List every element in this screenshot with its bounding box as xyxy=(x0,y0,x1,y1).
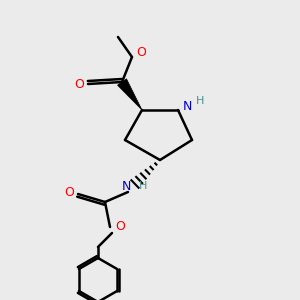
Text: H: H xyxy=(139,181,147,191)
Text: O: O xyxy=(136,46,146,59)
Text: O: O xyxy=(64,187,74,200)
Text: N: N xyxy=(121,179,131,193)
Text: H: H xyxy=(196,96,204,106)
Text: N: N xyxy=(182,100,192,112)
Text: O: O xyxy=(74,77,84,91)
Text: O: O xyxy=(115,220,125,233)
Polygon shape xyxy=(118,79,142,110)
